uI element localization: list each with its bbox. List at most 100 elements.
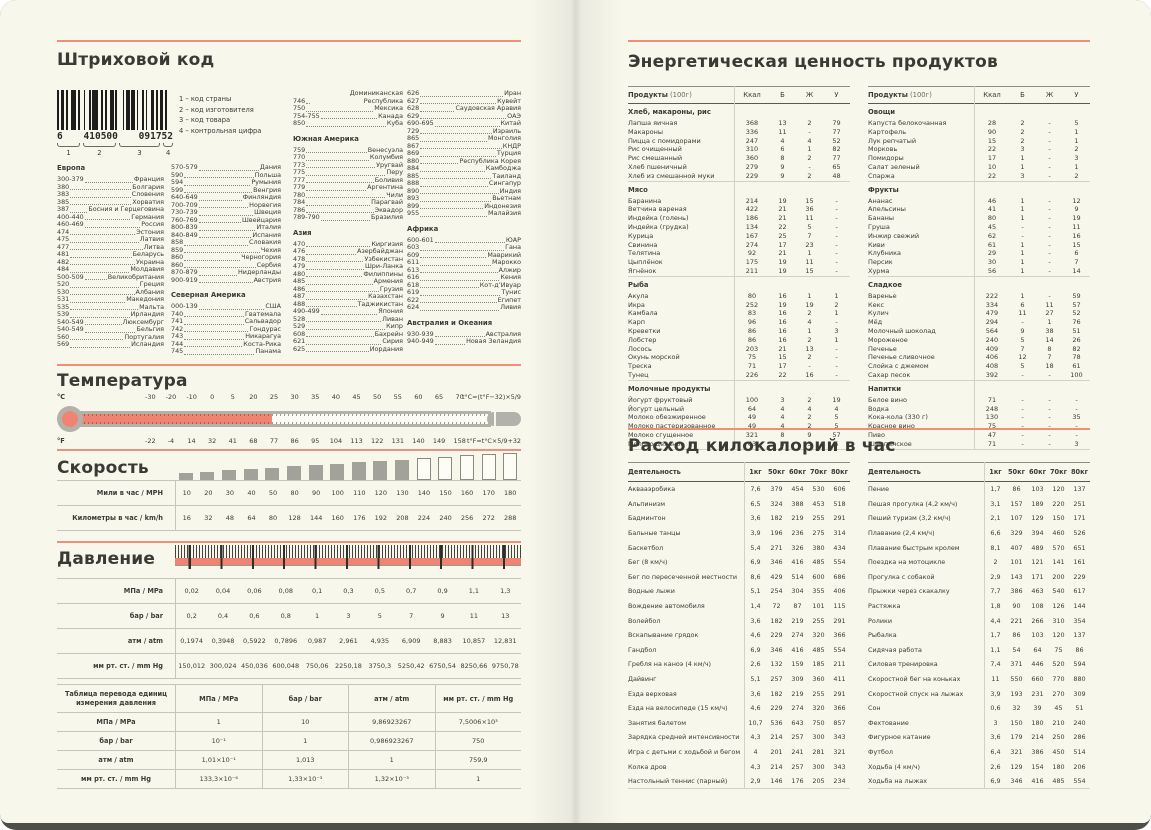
country-name: Канада: [378, 111, 403, 120]
food-value: -: [1048, 266, 1051, 275]
food-name: Морковь: [868, 145, 898, 154]
country-name: ЮАР: [505, 235, 521, 244]
activity-value: 606: [833, 485, 846, 494]
barcode-digit-group: 091752: [138, 131, 173, 142]
country-name: Исландия: [131, 340, 164, 348]
country-code: 884: [407, 164, 420, 172]
food-value: 3: [780, 439, 785, 448]
food-row: Тунец 226 22 16 -: [628, 371, 850, 380]
food-row: Молоко цельное 63 3 3 5: [628, 440, 850, 449]
country-name: Кувейт: [497, 96, 521, 105]
dot-leader: [70, 294, 135, 295]
country-code: 482: [57, 257, 70, 266]
country-code-row: 860 Черногория: [171, 253, 281, 262]
activity-value: 5,1: [750, 675, 761, 684]
activity-value: 514: [1073, 747, 1086, 756]
country-name: Греция: [139, 280, 164, 288]
activity-value: 324: [770, 499, 783, 508]
barcode-legend-line: 3 – код товара: [179, 116, 231, 124]
country-code-row: 599 Венгрия: [171, 186, 281, 195]
food-value: -: [835, 266, 838, 275]
food-name: Ананас: [868, 196, 893, 205]
food-row: Инжир свежий 62 - - 16: [868, 232, 1090, 241]
activity-row: Скоростной спуск на лыжах 3,9 193 231 270 309: [868, 686, 1090, 701]
speed-value: 144: [309, 514, 323, 522]
country-code: 784: [293, 198, 306, 206]
activity-row: Плавание быстрым кролем 8,1 407 489 570 651: [868, 540, 1090, 555]
activity-value: 485: [812, 558, 825, 567]
food-value: -: [1021, 222, 1024, 231]
food-value: 76: [1072, 318, 1081, 327]
food-value: 19: [778, 266, 787, 275]
country-name: Малайзия: [488, 209, 521, 217]
activity-value: 64: [1033, 645, 1042, 654]
country-name: Словакия: [249, 238, 281, 246]
activity-value: 600: [812, 572, 825, 581]
food-row: Мороженое 240 5 14 26: [868, 336, 1090, 345]
speed-value: 192: [374, 514, 388, 522]
activity-value: 416: [791, 558, 804, 567]
food-value: 15: [778, 353, 787, 362]
food-value: 90: [987, 127, 997, 136]
food-value: -: [1048, 430, 1051, 439]
activity-value: 540: [1052, 587, 1065, 596]
food-value: 1: [834, 335, 839, 344]
food-group-header: Сладкое: [868, 275, 1090, 292]
country-code: 869: [407, 149, 420, 157]
food-value: 36: [805, 205, 814, 214]
activity-value: 416: [1031, 777, 1044, 786]
food-value: 6: [780, 145, 785, 154]
fahrenheit-unit-label: °F: [57, 437, 65, 445]
food-value: 1: [1074, 127, 1079, 136]
country-code: 775: [293, 168, 306, 176]
celsius-formula: t°C=(t°F−32)×5/9: [461, 393, 521, 401]
food-name: Салат зеленый: [868, 162, 920, 171]
food-value: 25: [778, 231, 787, 240]
activity-value: 129: [1010, 762, 1023, 771]
pressure-value: 300,024: [209, 662, 237, 670]
activity-value: 234: [833, 777, 846, 786]
country-name: Ливан: [382, 314, 403, 323]
conversion-value: 10: [261, 712, 348, 731]
food-value: 16: [778, 335, 787, 344]
activity-row: Пеший туризм (3,2 км/ч) 2,1 107 129 150 171: [868, 511, 1090, 526]
food-value: 52: [1072, 309, 1081, 318]
activity-value: 407: [1010, 543, 1023, 552]
speed-bar: [283, 466, 305, 480]
country-name: Монголия: [488, 134, 521, 142]
pressure-value: 150,012: [178, 662, 206, 670]
activity-name: Силовая тренировка: [868, 660, 938, 669]
activity-value: 75: [1054, 645, 1063, 654]
food-row: Белое вино 71 - - -: [868, 396, 1090, 405]
activity-row: Рыбалка 1,7 86 103 120 137: [868, 628, 1090, 643]
food-value: 65: [832, 162, 841, 171]
speed-bars-graphic: [175, 452, 521, 480]
activity-row: Футбол 6,4 321 386 450 514: [868, 745, 1090, 760]
barcode-group-markers: 1 2 3 4: [57, 149, 173, 157]
food-row: Печенье 409 7 8 82: [868, 345, 1090, 354]
calories-column-header: 1кг: [989, 468, 1002, 476]
country-code-row: 380 Болгария: [57, 183, 164, 192]
food-value: 4: [780, 404, 785, 413]
food-value: -: [1048, 154, 1051, 163]
country-code-row: 616 Кения: [407, 273, 521, 282]
activity-value: 107: [1010, 514, 1023, 523]
country-code: 478: [293, 254, 306, 263]
country-code-row: 486 Грузия: [293, 285, 403, 294]
food-name: Ветчина вареная: [628, 205, 687, 214]
barcode-marker: 3: [137, 149, 142, 157]
conversion-value: 1: [434, 769, 521, 788]
activity-row: Бальные танцы 3,9 196 236 275 314: [628, 526, 850, 541]
activity-value: 281: [812, 747, 825, 756]
activity-value: 10,7: [748, 718, 763, 727]
activity-value: 594: [1073, 660, 1086, 669]
country-code-row: 470 Киргизия: [293, 240, 403, 249]
activity-name: Игра с детьми с ходьбой и бегом: [628, 747, 741, 756]
activity-value: 1,4: [750, 602, 761, 611]
country-code: 628: [407, 104, 420, 112]
food-row: Йогурт фруктовый 100 3 2 19: [628, 396, 850, 405]
country-name: Республика Корея: [459, 156, 521, 165]
food-row: Индейка (голень) 186 21 11 -: [628, 214, 850, 223]
food-value: -: [1048, 231, 1051, 240]
